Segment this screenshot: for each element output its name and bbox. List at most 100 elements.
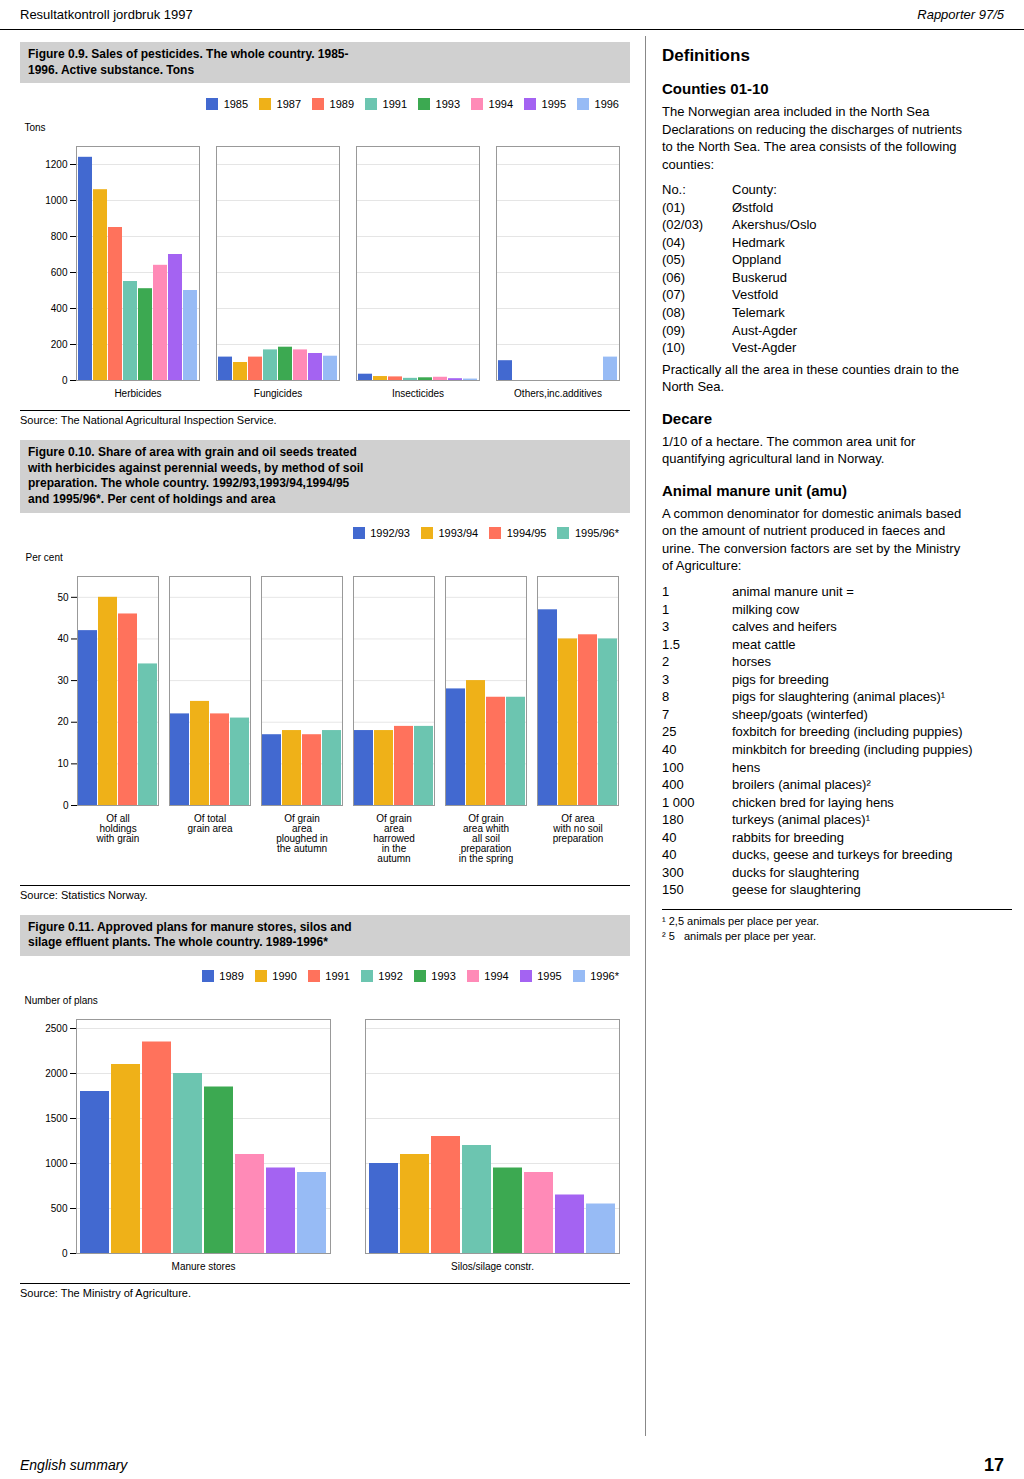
html-text:25: 25 [662,724,677,740]
html-text:calves and heifers: calves and heifers [732,619,837,635]
html-text:Akershus/Oslo: Akershus/Oslo [732,217,817,233]
html-text:1987: 1987 [276,97,302,110]
svg-text:0: 0 [62,1247,68,1258]
html-text:Oppland: Oppland [732,252,782,268]
html-text:hens: hens [732,759,761,775]
svg-text:Of areawith no soilpreparation: Of areawith no soilpreparation [552,812,603,843]
svg-text:Silos/silage constr.: Silos/silage constr. [451,1260,534,1271]
svg-text:40: 40 [57,633,69,644]
html-text:chicken bred for laying hens: chicken bred for laying hens [732,794,894,810]
html-text:rabbits for breeding: rabbits for breeding [732,829,844,845]
svg-text:20: 20 [57,716,69,727]
html-text:Resultatkontroll jordbruk 1997: Resultatkontroll jordbruk 1997 [20,7,193,22]
html-text:The Norwegian area included in: The Norwegian area included in the North… [662,104,962,172]
html-text:40: 40 [662,742,677,757]
svg-text:1000: 1000 [45,195,68,206]
svg-text:Fungicides: Fungicides [254,388,302,399]
svg-text:1000: 1000 [45,1157,68,1168]
html-text:17: 17 [984,1454,1004,1475]
svg-text:Per cent: Per cent [26,551,63,562]
svg-text:Manure stores: Manure stores [172,1260,236,1271]
html-text:geese for slaughtering: geese for slaughtering [732,882,861,898]
svg-text:Others,inc.additives: Others,inc.additives [514,388,602,399]
html-text:150: 150 [662,882,684,898]
html-text:Decare: Decare [662,409,712,427]
html-text:180: 180 [662,812,684,828]
svg-text:400: 400 [51,303,68,314]
html-text:Figure 0.10. Share of area wit: Figure 0.10. Share of area with grain an… [28,445,364,506]
svg-text:0: 0 [63,799,69,810]
html-text:Telemark: Telemark [732,305,785,320]
html-text:pigs for slaughtering (animal: pigs for slaughtering (animal places)¹ [732,689,946,705]
html-text:(02/03): (02/03) [662,217,704,233]
svg-text:600: 600 [51,267,68,278]
svg-text:0: 0 [62,375,68,386]
html-text:Østfold: Østfold [732,199,774,215]
html-text:1.5: 1.5 [662,636,681,652]
html-text:broilers (animal places)²: broilers (animal places)² [732,777,871,792]
html-text:Figure 0.9. Sales of pesticide: Figure 0.9. Sales of pesticides. The who… [28,47,349,77]
svg-text:2000: 2000 [45,1067,68,1078]
html-text:horses: horses [732,654,771,670]
svg-text:Of grainareaharrowedin theautu: Of grainareaharrowedin theautumn [373,812,415,863]
html-text:Aust-Agder: Aust-Agder [732,322,797,338]
svg-text:Of grainarea whithall soilprep: Of grainarea whithall soilpreparationin … [459,812,513,863]
html-text:Hedmark: Hedmark [732,234,785,250]
html-text:Rapporter 97/5: Rapporter 97/5 [917,7,1004,22]
html-text:(01): (01) [662,199,686,215]
html-text:ducks, geese and turkeys for b: ducks, geese and turkeys for breeding [732,847,953,863]
svg-text:1500: 1500 [45,1112,68,1123]
html-text:milking cow: milking cow [732,601,800,617]
svg-text:30: 30 [57,674,69,685]
html-text:300: 300 [662,864,684,880]
html-text:1985: 1985 [223,97,249,110]
svg-text:50: 50 [57,591,69,602]
svg-text:Of grainareaploughed inthe aut: Of grainareaploughed inthe autumn [276,812,328,853]
html-text:meat cattle: meat cattle [732,636,796,652]
svg-text:500: 500 [51,1202,68,1213]
svg-text:2500: 2500 [45,1022,68,1033]
html-text:sheep/goats (winterfed): sheep/goats (winterfed) [732,706,868,722]
html-text:(04): (04) [662,234,686,250]
svg-text:Of totalgrain area: Of totalgrain area [187,812,232,833]
svg-text:Herbicides: Herbicides [114,388,161,399]
html-text:animal manure unit =: animal manure unit = [732,584,854,599]
html-text:(10): (10) [662,340,686,356]
html-text:Buskerud: Buskerud [732,269,787,285]
html-text:Figure 0.11. Approved plans fo: Figure 0.11. Approved plans for manure s… [28,919,352,950]
html-text:A common denominator for domes: A common denominator for domestic animal… [662,505,962,574]
html-text:County:: County: [732,182,777,198]
html-text:Counties 01-10: Counties 01-10 [662,80,769,97]
svg-text:Insecticides: Insecticides [392,388,444,399]
html-text:1 000: 1 000 [662,794,695,810]
html-text:(08): (08) [662,305,686,320]
html-text:No.:: No.: [662,182,686,198]
html-text:Vestfold: Vestfold [732,287,779,303]
html-text:40: 40 [662,829,677,845]
html-text:ducks for slaughtering: ducks for slaughtering [732,864,860,880]
html-text:1/10 of a hectare. The common: 1/10 of a hectare. The common area unit … [662,433,916,467]
html-text:100: 100 [662,759,684,775]
html-text:Definitions: Definitions [662,46,750,65]
svg-text:200: 200 [51,339,68,350]
svg-text:Of allholdingswith grain: Of allholdingswith grain [96,812,140,843]
svg-text:Number of plans: Number of plans [25,994,98,1005]
html-text:pigs for breeding: pigs for breeding [732,671,829,687]
html-text:Animal manure unit (amu): Animal manure unit (amu) [662,481,847,499]
svg-text:Tons: Tons [25,122,46,133]
html-text:minkbitch for breeding (includ: minkbitch for breeding (including puppie… [732,742,973,757]
html-text:40: 40 [662,847,677,863]
html-text:(05): (05) [662,252,686,268]
html-text:400: 400 [662,777,684,792]
html-text:Practically all the area in th: Practically all the area in these counti… [662,361,959,395]
html-text:foxbitch for breeding (includi: foxbitch for breeding (including puppies… [732,724,963,740]
html-text:English summary: English summary [20,1457,128,1473]
html-text:turkeys (animal places)¹: turkeys (animal places)¹ [732,812,870,828]
html-text:(07): (07) [662,287,686,303]
html-text:(09): (09) [662,322,686,338]
html-text:Vest-Agder: Vest-Agder [732,340,797,356]
html-text:(06): (06) [662,269,686,285]
svg-text:800: 800 [51,231,68,242]
svg-text:1200: 1200 [45,159,68,170]
svg-text:10: 10 [57,758,69,769]
